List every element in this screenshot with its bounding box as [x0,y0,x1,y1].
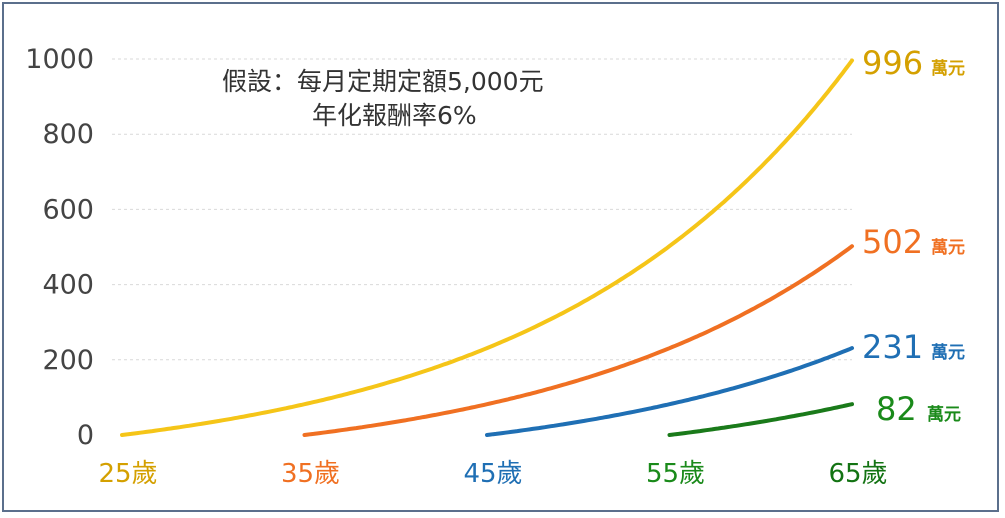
assumption-line-2: 年化報酬率6% [312,101,477,130]
series-end-value-label: 82 [876,390,917,428]
assumption-line-1: 假設：每月定期定額5,000元 [222,67,544,96]
series-line [667,402,854,437]
series-unit-label: 萬元 [931,237,965,258]
series-end-value-label: 996 [862,44,923,82]
chart-frame: 0 200 400 600 800 1000 25歲 35歲 45歲 55歲 65歲 996 萬元 502… [2,2,999,512]
x-tick-label: 55歲 [646,459,705,489]
series-line [485,346,854,437]
x-tick-label: 65歲 [828,459,887,489]
series-unit-label: 萬元 [931,58,965,79]
y-tick-label: 800 [42,119,94,150]
series-end-value-label: 231 [862,328,923,366]
savings-growth-chart: 0 200 400 600 800 1000 25歲 35歲 45歲 55歲 65歲 996 萬元 502… [25,44,965,489]
series-line [302,244,854,437]
y-tick-label: 0 [77,420,94,451]
x-tick-label: 25歲 [98,459,157,489]
series-end-value-label: 502 [862,223,923,261]
y-tick-label: 600 [42,194,94,225]
series-unit-label: 萬元 [927,404,961,425]
x-tick-label: 35歲 [281,459,340,489]
series-unit-label: 萬元 [931,342,965,363]
series-line [120,58,854,437]
x-tick-label: 45歲 [463,459,522,489]
y-tick-label: 1000 [25,44,94,75]
y-tick-label: 200 [42,345,94,376]
y-tick-label: 400 [42,270,94,301]
